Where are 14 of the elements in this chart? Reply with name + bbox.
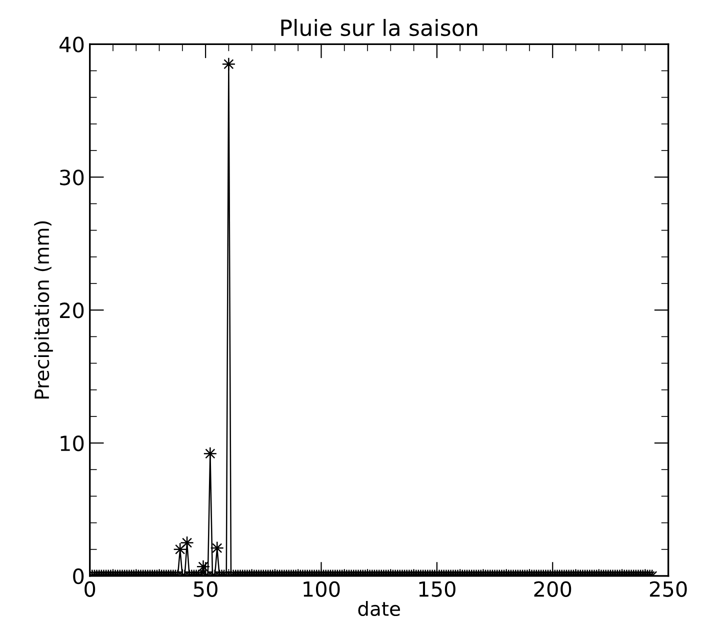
y-tick-label: 40 — [60, 36, 84, 52]
x-tick-label: 0 — [84, 581, 96, 597]
y-tick-label: 10 — [60, 435, 84, 452]
y-tick-label: 20 — [60, 302, 84, 318]
chart-title: Pluie sur la saison — [281, 18, 478, 36]
y-axis-title: Precipitation (mm) — [34, 221, 53, 399]
x-tick-label: 50 — [194, 581, 218, 597]
y-tick-label: 30 — [60, 170, 84, 186]
x-tick-label: 150 — [419, 581, 456, 597]
x-tick-label: 100 — [304, 581, 340, 597]
x-tick-label: 200 — [534, 581, 572, 597]
y-tick-label: 0 — [73, 568, 84, 584]
x-axis-title: date — [358, 600, 400, 616]
x-tick-label: 250 — [650, 581, 687, 597]
